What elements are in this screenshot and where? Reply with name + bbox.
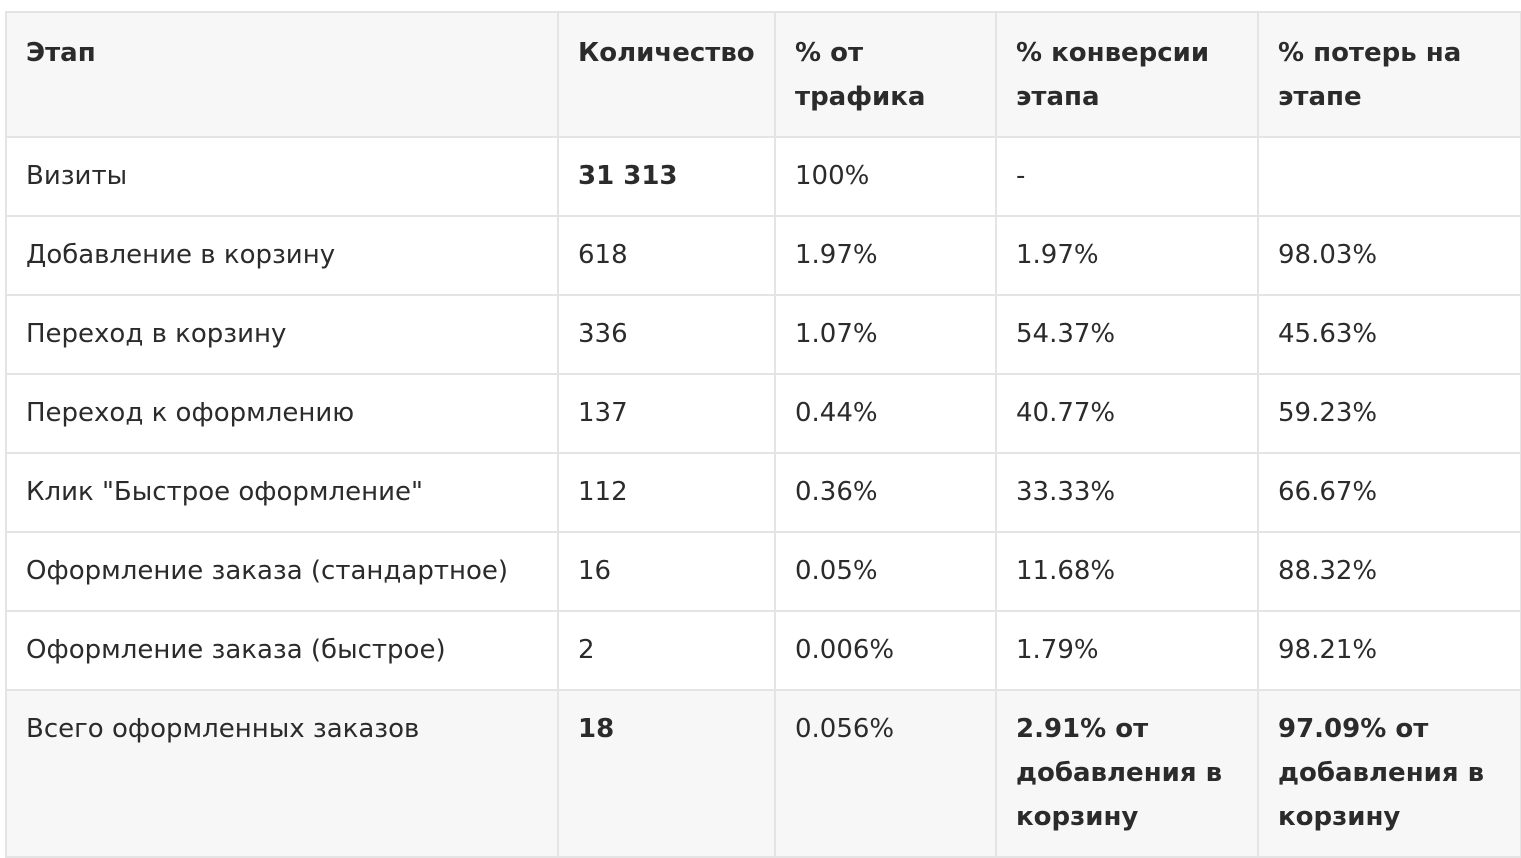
cell-stage: Переход в корзину	[5, 294, 559, 375]
cell-loss-pct	[1257, 136, 1521, 217]
cell-traffic-pct: 100%	[774, 136, 997, 217]
table-header-row: Этап Количество % от трафика % конверсии…	[5, 11, 1521, 138]
table-row: Переход в корзину 336 1.07% 54.37% 45.63…	[5, 294, 1521, 375]
funnel-table: Этап Количество % от трафика % конверсии…	[5, 11, 1521, 858]
total-loss-pct: 97.09% от добавления в корзину	[1257, 689, 1521, 858]
header-traffic-pct: % от трафика	[774, 11, 997, 138]
cell-loss-pct: 98.03%	[1257, 215, 1521, 296]
header-loss-pct: % потерь на этапе	[1257, 11, 1521, 138]
cell-stage: Визиты	[5, 136, 559, 217]
cell-traffic-pct: 0.44%	[774, 373, 997, 454]
header-count: Количество	[557, 11, 776, 138]
cell-count: 2	[557, 610, 776, 691]
cell-traffic-pct: 0.05%	[774, 531, 997, 612]
header-stage: Этап	[5, 11, 559, 138]
cell-conversion-pct: 40.77%	[995, 373, 1259, 454]
cell-count: 137	[557, 373, 776, 454]
cell-traffic-pct: 1.97%	[774, 215, 997, 296]
cell-stage: Добавление в корзину	[5, 215, 559, 296]
cell-stage: Клик "Быстрое оформление"	[5, 452, 559, 533]
cell-count: 16	[557, 531, 776, 612]
cell-traffic-pct: 0.36%	[774, 452, 997, 533]
cell-stage: Переход к оформлению	[5, 373, 559, 454]
cell-loss-pct: 59.23%	[1257, 373, 1521, 454]
cell-conversion-pct: 11.68%	[995, 531, 1259, 612]
cell-conversion-pct: 33.33%	[995, 452, 1259, 533]
table-total-row: Всего оформленных заказов 18 0.056% 2.91…	[5, 689, 1521, 858]
total-traffic-pct: 0.056%	[774, 689, 997, 858]
total-count: 18	[557, 689, 776, 858]
cell-count: 336	[557, 294, 776, 375]
cell-loss-pct: 88.32%	[1257, 531, 1521, 612]
cell-loss-pct: 45.63%	[1257, 294, 1521, 375]
cell-conversion-pct: 1.97%	[995, 215, 1259, 296]
cell-stage: Оформление заказа (быстрое)	[5, 610, 559, 691]
cell-loss-pct: 98.21%	[1257, 610, 1521, 691]
cell-count: 112	[557, 452, 776, 533]
cell-stage: Оформление заказа (стандартное)	[5, 531, 559, 612]
table-row: Оформление заказа (стандартное) 16 0.05%…	[5, 531, 1521, 612]
cell-traffic-pct: 1.07%	[774, 294, 997, 375]
total-stage: Всего оформленных заказов	[5, 689, 559, 858]
total-conversion-pct: 2.91% от добавления в корзину	[995, 689, 1259, 858]
cell-count: 618	[557, 215, 776, 296]
table-row: Оформление заказа (быстрое) 2 0.006% 1.7…	[5, 610, 1521, 691]
cell-conversion-pct: 1.79%	[995, 610, 1259, 691]
cell-loss-pct: 66.67%	[1257, 452, 1521, 533]
table-row: Визиты 31 313 100% -	[5, 136, 1521, 217]
cell-count: 31 313	[557, 136, 776, 217]
table-row: Добавление в корзину 618 1.97% 1.97% 98.…	[5, 215, 1521, 296]
table-row: Переход к оформлению 137 0.44% 40.77% 59…	[5, 373, 1521, 454]
cell-traffic-pct: 0.006%	[774, 610, 997, 691]
header-conversion-pct: % конверсии этапа	[995, 11, 1259, 138]
table-row: Клик "Быстрое оформление" 112 0.36% 33.3…	[5, 452, 1521, 533]
cell-conversion-pct: -	[995, 136, 1259, 217]
cell-conversion-pct: 54.37%	[995, 294, 1259, 375]
